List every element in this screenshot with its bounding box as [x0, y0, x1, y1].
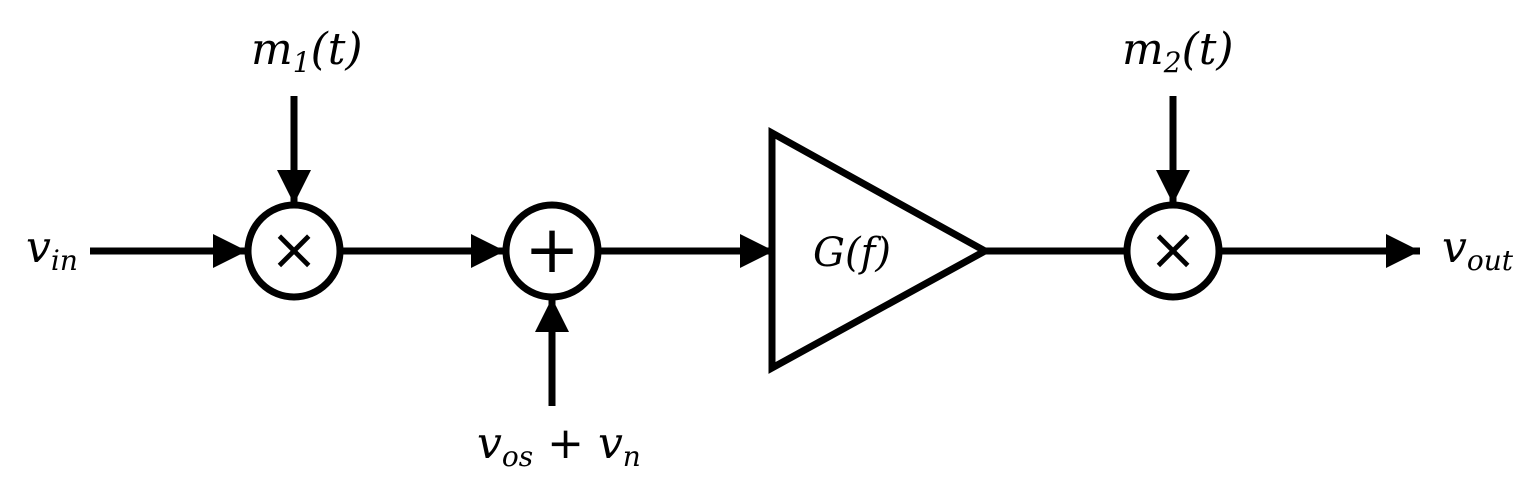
input-label-main: v: [26, 222, 51, 273]
modulator-1-main: m: [251, 24, 293, 75]
amplifier-triangle: [768, 127, 993, 374]
modulator-2-tail: (t): [1182, 24, 1234, 75]
output-label-main: v: [1442, 222, 1467, 273]
amplifier-label: G(f): [813, 230, 891, 276]
mixer-2: ×: [1123, 201, 1223, 301]
noise-sub-2: n: [623, 440, 641, 473]
modulator-1-label: m1(t): [251, 24, 363, 79]
noise-sub-1: os: [502, 440, 533, 473]
modulator-1-sub: 1: [293, 46, 311, 79]
noise-operator: +: [533, 418, 598, 469]
adder-circle: [502, 201, 602, 301]
modulator-2-label: m2(t): [1122, 24, 1234, 79]
multiply-icon: ×: [270, 215, 319, 283]
input-label-sub: in: [51, 244, 78, 277]
mixer-2-circle: [1123, 201, 1223, 301]
multiply-icon: ×: [1149, 215, 1198, 283]
noise-label: vos + vn: [477, 418, 641, 473]
modulator-1-tail: (t): [311, 24, 363, 75]
input-label: vin: [26, 222, 78, 277]
output-label: vout: [1442, 222, 1514, 277]
noise-main-1: v: [477, 418, 502, 469]
adder: +: [502, 201, 602, 301]
modulator-2-main: m: [1122, 24, 1164, 75]
amplifier: G(f): [768, 127, 993, 374]
modulator-2-sub: 2: [1163, 46, 1182, 79]
noise-main-2: v: [598, 418, 623, 469]
mixer-1-circle: [244, 201, 344, 301]
plus-icon: +: [524, 211, 579, 288]
mixer-1: ×: [244, 201, 344, 301]
output-label-sub: out: [1467, 244, 1514, 277]
